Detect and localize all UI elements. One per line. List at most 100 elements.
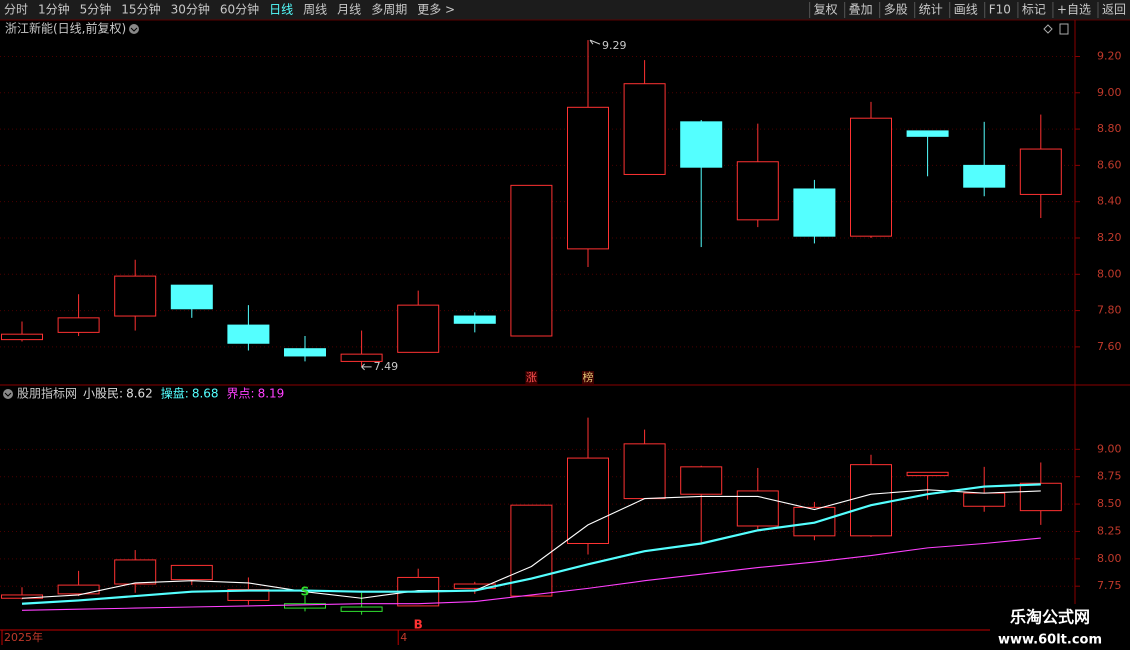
legend-value: 8.68 [192,387,219,401]
candle-body [340,353,383,362]
candle-body [1019,148,1062,195]
candle-body [906,471,949,477]
candle-body [680,466,723,495]
candle-body [680,121,723,168]
toolbar-button[interactable]: 统计 [919,3,943,17]
indicator-line [21,483,1041,605]
date-label: 2025年 [4,630,43,644]
watermark-title: 乐淘公式网 [1010,608,1090,627]
candle-body [114,275,157,317]
toolbar-tab[interactable]: 分时 [4,3,28,17]
candle-body [397,304,440,353]
candle-body [736,161,779,221]
candle-body [227,324,270,344]
y-tick-label: 7.75 [1097,579,1122,592]
toolbar-tab[interactable]: 更多 > [417,3,455,17]
watermark-bg [990,604,1130,650]
y-tick-label: 9.00 [1097,86,1122,99]
stock-title: 浙江新能(日线,前复权) [5,21,126,36]
watermark-url: www.60lt.com [998,633,1102,648]
title-menu-icon[interactable] [129,24,139,34]
marker-bg [582,371,594,384]
toolbar-button[interactable]: 多股 [884,3,908,17]
high-label: 9.29 [602,39,627,52]
y-tick-label: 8.50 [1097,497,1122,510]
y-tick-label: 8.60 [1097,158,1122,171]
diamond-icon[interactable] [1043,24,1053,34]
panel-icon[interactable] [1059,23,1069,35]
toolbar-tab[interactable]: 周线 [303,3,327,17]
candle-body [284,348,326,357]
signal: S [301,585,310,599]
toolbar-button[interactable]: 复权 [814,3,838,17]
candle-body [1019,482,1062,512]
y-tick-label: 8.40 [1097,195,1122,208]
legend-name: 小股民: [83,387,123,401]
candle-body [963,164,1006,188]
indicator-line [21,489,1041,599]
candle-body [906,130,949,137]
y-tick-label: 9.00 [1097,442,1122,455]
marker-bg [525,371,538,384]
indicator-title: 股朋指标网 [17,386,77,401]
candle-body [510,184,553,337]
legend-name: 操盘: [161,386,189,401]
candle-body [793,506,836,537]
legend-value: 8.19 [258,387,285,401]
candle-body [340,606,383,612]
toolbar-tab[interactable]: 日线 [269,3,293,17]
y-tick-label: 8.00 [1097,267,1122,280]
y-tick-label: 8.20 [1097,231,1122,244]
candle-body [114,559,157,585]
indicator-menu-arrow [4,392,12,397]
toolbar-tab[interactable]: 1分钟 [38,2,70,17]
y-tick-label: 8.00 [1097,552,1122,565]
toolbar-button[interactable]: +自选 [1057,3,1091,17]
high-pointer [589,39,601,45]
candle-body [850,464,892,537]
candle-body [284,603,326,609]
legend-name: 界点: [227,387,255,401]
candle-body [170,284,213,310]
candle-body [453,315,496,324]
candle-body [170,564,213,581]
candle-body [567,457,609,544]
toolbar-button[interactable]: 返回 [1102,3,1126,17]
candle-body [963,492,1006,507]
marker: 榜 [583,370,594,384]
candle-body [1,333,43,341]
toolbar-tab[interactable]: 月线 [337,3,361,17]
toolbar-tab[interactable]: 15分钟 [121,2,160,17]
marker: 涨 [526,371,537,384]
y-tick-label: 7.80 [1097,304,1122,317]
low-label: 7.49 [374,360,399,373]
candle-body [57,584,100,595]
toolbar-button[interactable]: 标记 [1022,3,1046,17]
date-label: 4 [400,631,407,644]
toolbar-button[interactable]: 叠加 [849,3,873,17]
y-tick-label: 8.25 [1097,524,1122,537]
toolbar-tab[interactable]: 多周期 [371,3,407,17]
candle-body [567,106,609,250]
indicator-legend: 小股民: 8.62 操盘: 8.68 界点: 8.19 [83,386,284,401]
candle-body [57,317,100,333]
toolbar-tab[interactable]: 5分钟 [80,2,112,17]
signal: B [414,618,423,632]
toolbar-tab[interactable]: 60分钟 [220,2,259,17]
candle-body [793,188,836,237]
y-tick-label: 9.20 [1097,49,1122,62]
toolbar-tab[interactable]: 30分钟 [171,2,210,17]
candle-body [623,443,666,500]
toolbar-button[interactable]: 画线 [954,3,978,17]
indicator-line [21,537,1041,611]
y-tick-label: 8.75 [1097,470,1122,483]
indicator-menu-icon[interactable] [3,389,13,399]
y-tick-label: 7.60 [1097,340,1122,353]
y-tick-label: 8.80 [1097,122,1122,135]
legend-value: 8.62 [126,387,153,401]
candle-body [623,83,666,175]
low-pointer [361,363,372,371]
toolbar-button[interactable]: F10 [989,3,1011,17]
